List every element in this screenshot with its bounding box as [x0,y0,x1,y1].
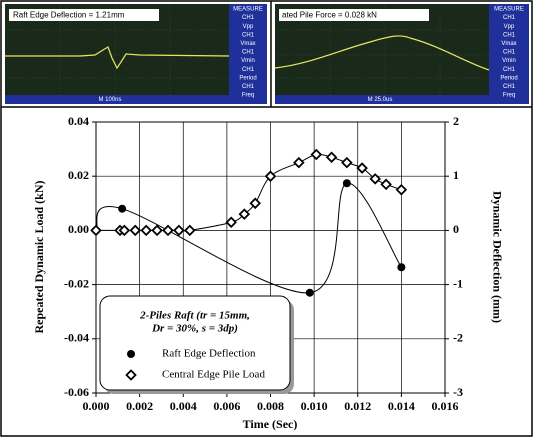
y2-tick-label: -2 [453,331,463,345]
circle-marker [118,205,126,213]
scope-measure: MEASURE [233,7,263,13]
legend: 2-Piles Raft (tr = 15mm,Dr = 30%, s = 3d… [100,296,294,394]
x-tick-label: 0.010 [301,399,328,413]
scope-measure: Vmin [502,58,516,64]
scope-measure: CH1 [242,67,255,73]
scope-measure: Vpp [504,24,515,30]
scope-measure: Vmax [240,41,255,47]
scope-measure: CH1 [242,32,255,38]
x-tick-label: 0.002 [126,399,153,413]
scope: Raft Edge Deflection = 1.21mm M 100ns [5,4,267,104]
scope-measure: CH1 [242,15,255,21]
circle-marker [397,263,405,271]
scope-measure: Vmin [241,58,255,64]
circle-marker [343,179,351,187]
x-axis-title: Time (Sec) [243,417,298,431]
circle-marker [127,350,135,358]
legend-label: Central Edge Pile Load [162,369,265,381]
x-tick-label: 0.014 [388,399,415,413]
scope-measure: CH1 [503,32,516,38]
scope-measure: CH1 [503,50,516,56]
y-tick-label: 0.04 [68,114,89,128]
x-tick-label: 0.008 [257,399,284,413]
scope-measure: CH1 [242,50,255,56]
scope-title: ated Pile Force = 0.028 kN [282,11,377,20]
scope-timebase: M 25.0us [368,97,393,103]
legend-title: Dr = 30%, s = 3dp) [151,323,238,335]
scope-measure: CH1 [503,67,516,73]
scope-measure: Period [500,75,517,81]
y-axis-title: Repeated Dynamic Load (kN) [32,181,46,334]
scope-title: Raft Edge Deflection = 1.21mm [13,11,125,20]
x-tick-label: 0.006 [213,399,240,413]
y-tick-label: -0.04 [64,331,89,345]
legend-title: 2-Piles Raft (tr = 15mm, [139,310,250,322]
y2-axis-title: Dynamic Deflection (mm) [490,191,504,323]
scope-measure: CH1 [242,84,255,90]
y2-tick-label: -3 [453,385,463,399]
y2-tick-label: 1 [453,168,459,182]
scope-measure: CH1 [503,15,516,21]
scope-measure: Vmax [501,41,516,47]
x-tick-label: 0.016 [432,399,459,413]
figure: Raft Edge Deflection = 1.21mm M 100ns at… [0,0,533,437]
scope-measure: Period [239,75,256,81]
y2-tick-label: -1 [453,276,463,290]
y-tick-label: 0.00 [68,222,89,236]
y-tick-label: -0.06 [64,385,89,399]
y-tick-label: -0.02 [64,276,89,290]
scope: ated Pile Force = 0.028 kN M 25.0us [275,4,529,104]
scope-measure: Freq [242,93,254,99]
scope-measure: CH1 [503,84,516,90]
scope-measure: MEASURE [494,7,524,13]
y2-tick-label: 0 [453,222,459,236]
x-tick-label: 0.004 [170,399,197,413]
x-tick-label: 0.012 [344,399,371,413]
y2-tick-label: 2 [453,114,459,128]
y-tick-label: 0.02 [68,168,89,182]
legend-label: Raft Edge Deflection [162,348,256,360]
scope-measure: Freq [503,93,515,99]
circle-marker [306,289,314,297]
scope-measure: Vpp [243,24,254,30]
x-tick-label: 0.000 [83,399,110,413]
scope-timebase: M 100ns [98,97,121,103]
